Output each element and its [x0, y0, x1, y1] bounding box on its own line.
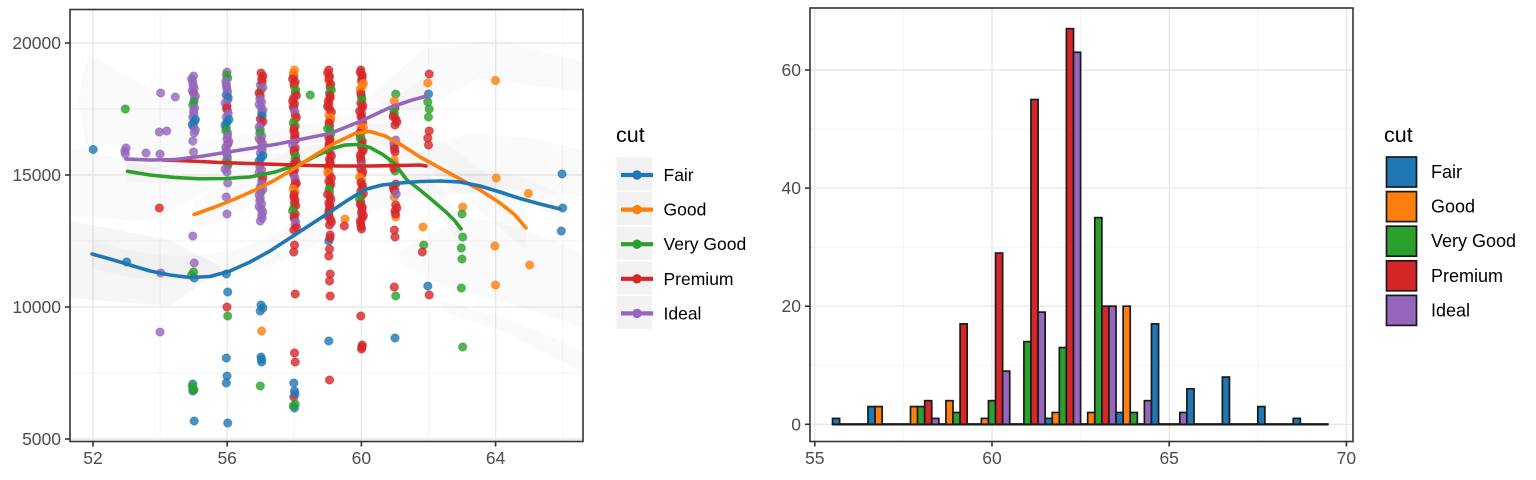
svg-text:5000: 5000: [22, 429, 61, 449]
svg-text:Ideal: Ideal: [1431, 300, 1470, 320]
svg-text:cut: cut: [1384, 123, 1413, 147]
svg-text:15000: 15000: [12, 165, 61, 185]
svg-text:60: 60: [782, 60, 802, 80]
svg-text:10000: 10000: [12, 297, 61, 317]
svg-text:Very Good: Very Good: [664, 234, 747, 254]
svg-text:56: 56: [217, 448, 236, 468]
svg-text:20000: 20000: [12, 33, 61, 53]
svg-text:52: 52: [83, 448, 102, 468]
svg-text:60: 60: [352, 448, 372, 468]
svg-text:Ideal: Ideal: [664, 303, 702, 323]
svg-text:40: 40: [782, 178, 802, 198]
svg-text:Fair: Fair: [664, 165, 694, 185]
svg-text:Very Good: Very Good: [1431, 231, 1516, 251]
svg-text:Good: Good: [664, 200, 707, 220]
svg-text:20: 20: [782, 296, 802, 316]
svg-text:70: 70: [1337, 448, 1357, 468]
svg-text:Premium: Premium: [664, 269, 734, 289]
svg-text:cut: cut: [616, 123, 645, 147]
svg-text:64: 64: [486, 448, 506, 468]
svg-text:Good: Good: [1431, 197, 1475, 217]
svg-text:Premium: Premium: [1431, 266, 1503, 286]
svg-text:55: 55: [805, 448, 824, 468]
svg-text:Fair: Fair: [1431, 162, 1462, 182]
svg-text:0: 0: [791, 414, 801, 434]
svg-text:60: 60: [982, 448, 1002, 468]
svg-text:65: 65: [1159, 448, 1178, 468]
